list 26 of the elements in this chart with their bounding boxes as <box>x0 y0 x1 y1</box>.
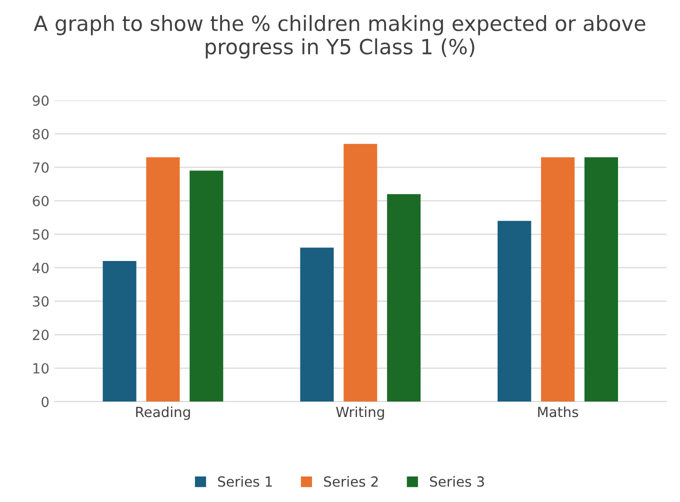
y-tick-label: 10 <box>33 363 49 374</box>
y-tick-label: 80 <box>32 128 49 140</box>
y-tick-label: 50 <box>32 229 49 240</box>
y-tick-label: 90 <box>32 95 49 106</box>
y-tick-label: 70 <box>33 162 49 173</box>
y-tick-label: 0 <box>42 396 49 408</box>
bar <box>102 261 136 402</box>
bar <box>387 194 421 402</box>
bar <box>584 157 618 402</box>
bar <box>344 144 378 402</box>
bar <box>146 157 180 402</box>
x-tick-label: Maths <box>538 406 578 418</box>
bar <box>300 248 334 402</box>
y-tick-label: 40 <box>32 262 49 274</box>
x-tick-label: Reading <box>136 406 190 420</box>
y-tick-label: 20 <box>32 330 49 340</box>
chart-title: A graph to show the % children making expected or above progress in Y5 Class 1 (%) <box>34 15 646 59</box>
bar <box>498 220 532 402</box>
legend-label: Series 3 <box>430 476 484 487</box>
bar <box>190 170 224 402</box>
x-tick-label: Writing <box>336 406 384 420</box>
y-tick-label: 60 <box>32 196 49 206</box>
legend-label: Series 1 <box>218 476 272 487</box>
y-tick-label: 30 <box>32 296 49 307</box>
bar <box>541 157 575 402</box>
legend-label: Series 2 <box>324 476 378 487</box>
